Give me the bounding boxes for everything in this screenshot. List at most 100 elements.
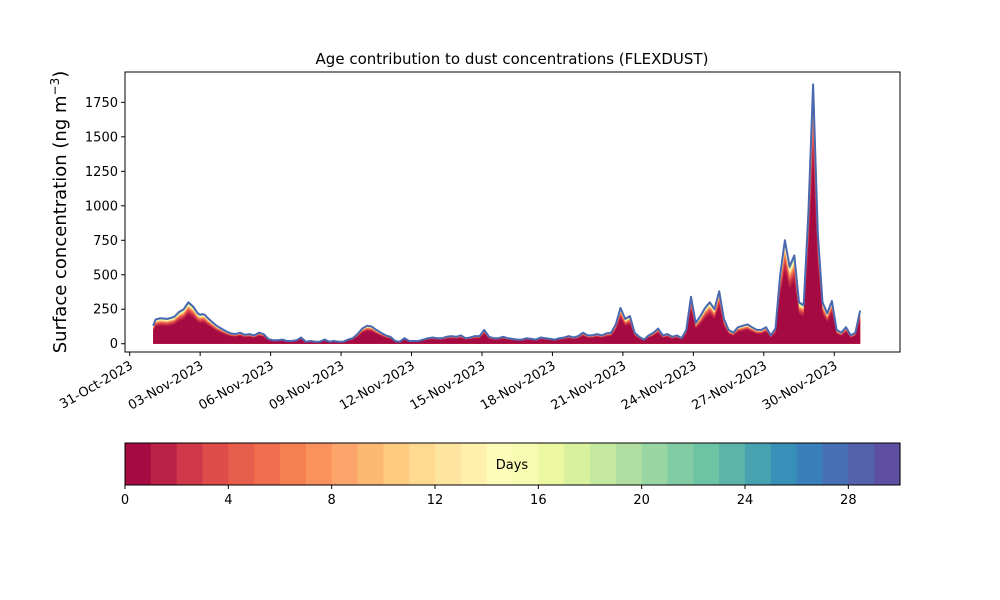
age-band-area xyxy=(153,88,861,344)
colorbar xyxy=(125,443,901,485)
age-band-area xyxy=(153,105,861,344)
age-band-area xyxy=(153,97,861,344)
age-band-area xyxy=(153,107,861,344)
colorbar-segment xyxy=(719,443,746,485)
age-band-area xyxy=(153,93,861,344)
y-axis-label-main: Surface concentration (ng m xyxy=(50,95,71,353)
x-tick-label: 09-Nov-2023 xyxy=(267,358,347,413)
age-band-area xyxy=(153,159,861,344)
colorbar-ticks: 0 4 8 12 16 20 24 28 xyxy=(121,485,857,508)
y-tick-label: 1750 xyxy=(85,96,118,111)
y-axis-label-close: ) xyxy=(50,71,71,78)
colorbar-segment xyxy=(150,443,178,485)
age-band-area xyxy=(153,113,861,344)
age-band-area xyxy=(153,109,861,344)
colorbar-segment xyxy=(280,443,307,485)
y-tick-label: 0 xyxy=(110,337,118,352)
age-band-area xyxy=(153,119,861,344)
age-band-area xyxy=(153,100,861,344)
colorbar-label: Days xyxy=(496,458,529,473)
age-band-area xyxy=(153,89,861,344)
age-band-area xyxy=(153,131,861,344)
colorbar-segment xyxy=(331,443,359,485)
age-band-area xyxy=(153,111,861,344)
y-tick-label: 1000 xyxy=(85,199,118,214)
colorbar-segment xyxy=(512,443,539,485)
chart-title: Age contribution to dust concentrations … xyxy=(316,50,709,68)
age-band-area xyxy=(153,116,861,344)
age-band-area xyxy=(153,90,861,344)
colorbar-tick-label: 0 xyxy=(121,493,129,508)
y-tick-label: 500 xyxy=(93,268,118,283)
colorbar-segment xyxy=(564,443,591,485)
total-line-layer xyxy=(152,83,862,343)
colorbar-segment xyxy=(305,443,333,485)
colorbar-segment xyxy=(228,443,255,485)
colorbar-tick-label: 28 xyxy=(840,493,857,508)
colorbar-segment xyxy=(486,443,514,485)
age-band-area xyxy=(153,137,861,344)
colorbar-segment xyxy=(848,443,875,485)
x-tick-label: 15-Nov-2023 xyxy=(408,358,488,413)
colorbar-segment xyxy=(176,443,204,485)
x-axis-ticks: 31-Oct-202303-Nov-202306-Nov-202309-Nov-… xyxy=(57,352,840,413)
y-tick-label: 1500 xyxy=(85,130,118,145)
age-band-area xyxy=(153,103,861,344)
x-tick-label: 18-Nov-2023 xyxy=(478,358,558,413)
age-band-area xyxy=(153,85,861,344)
colorbar-segment xyxy=(357,443,384,485)
age-band-area xyxy=(153,127,861,344)
y-axis-label-text: Surface concentration (ng m−3) xyxy=(48,71,71,354)
colorbar-segment xyxy=(745,443,772,485)
y-tick-label: 1250 xyxy=(85,165,118,180)
colorbar-tick-label: 8 xyxy=(328,493,336,508)
plot-frame xyxy=(124,71,901,353)
x-tick-label: 03-Nov-2023 xyxy=(126,358,206,413)
colorbar-segment xyxy=(796,443,824,485)
x-tick-label: 06-Nov-2023 xyxy=(196,358,276,413)
colorbar-tick-label: 16 xyxy=(530,493,547,508)
age-band-area xyxy=(153,96,861,344)
y-tick-label: 750 xyxy=(93,234,118,249)
age-band-area xyxy=(153,92,861,344)
colorbar-segment xyxy=(409,443,436,485)
y-axis-ticks: 0 250 500 750 1000 1250 1500 1750 xyxy=(85,96,125,352)
age-band-area xyxy=(153,87,861,344)
colorbar-segment xyxy=(538,443,565,485)
colorbar-segment xyxy=(641,443,669,485)
colorbar-segment xyxy=(383,443,410,485)
x-tick-label: 12-Nov-2023 xyxy=(337,358,417,413)
stacked-age-areas xyxy=(153,84,861,344)
colorbar-segment xyxy=(590,443,617,485)
colorbar-segment xyxy=(667,443,694,485)
y-axis-label-exponent: −3 xyxy=(48,78,62,96)
x-tick-label: 21-Nov-2023 xyxy=(549,358,629,413)
colorbar-tick-label: 12 xyxy=(427,493,444,508)
colorbar-segment xyxy=(615,443,643,485)
age-band-area xyxy=(153,91,861,344)
colorbar-segment xyxy=(125,443,152,485)
age-band-area xyxy=(153,86,861,344)
colorbar-frame xyxy=(124,442,901,486)
colorbar-segment xyxy=(874,443,901,485)
total-concentration-line xyxy=(152,83,862,343)
colorbar-segment xyxy=(460,443,488,485)
x-tick-label: 27-Nov-2023 xyxy=(690,358,770,413)
colorbar-segment xyxy=(254,443,281,485)
colorbar-segment xyxy=(202,443,229,485)
age-band-area xyxy=(153,98,861,344)
colorbar-tick-label: 4 xyxy=(224,493,232,508)
age-band-area xyxy=(153,101,861,344)
age-band-area xyxy=(153,123,861,344)
age-band-area xyxy=(153,84,861,344)
colorbar-segment xyxy=(435,443,462,485)
colorbar-tick-label: 24 xyxy=(737,493,754,508)
age-band-area xyxy=(153,94,861,344)
colorbar-tick-label: 20 xyxy=(633,493,650,508)
age-band-area xyxy=(153,145,861,344)
x-tick-label: 31-Oct-2023 xyxy=(57,358,135,412)
x-tick-label: 30-Nov-2023 xyxy=(760,358,840,413)
x-tick-label: 24-Nov-2023 xyxy=(619,358,699,413)
colorbar-segment xyxy=(822,443,849,485)
